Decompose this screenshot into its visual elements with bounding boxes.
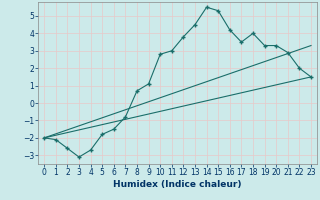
X-axis label: Humidex (Indice chaleur): Humidex (Indice chaleur) (113, 180, 242, 189)
